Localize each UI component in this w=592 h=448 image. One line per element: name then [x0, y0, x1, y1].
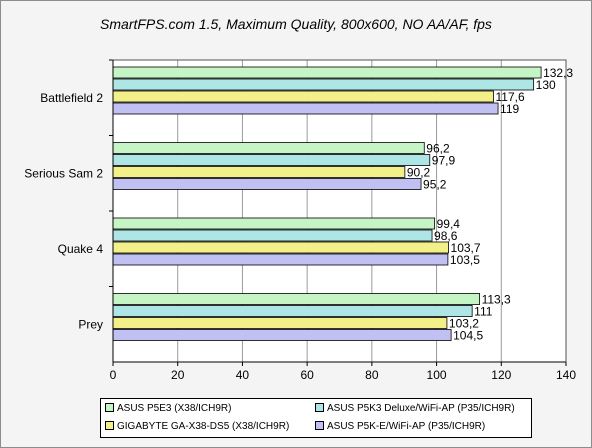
data-label: 99,4	[437, 217, 461, 231]
data-label: 104,5	[453, 329, 483, 343]
bar	[112, 154, 431, 166]
legend-label: ASUS P5K-E/WiFi-AP (P35/ICH9R)	[327, 421, 486, 432]
category-label: Quake 4	[58, 242, 104, 256]
bar	[112, 66, 542, 79]
legend-swatch	[105, 403, 114, 412]
bar	[112, 142, 425, 154]
data-label: 97,9	[432, 154, 456, 168]
category-label: Serious Sam 2	[24, 166, 103, 180]
bar	[112, 329, 452, 341]
data-label: 113,3	[482, 293, 511, 307]
bar	[112, 305, 473, 317]
legend-swatch	[315, 403, 324, 412]
category-label: Prey	[78, 317, 103, 331]
category-label: Battlefield 2	[40, 91, 103, 105]
chart-title: SmartFPS.com 1.5, Maximum Quality, 800x6…	[100, 16, 492, 32]
bar	[112, 317, 448, 329]
legend: ASUS P5E3 (X38/ICH9R) ASUS P5K3 Deluxe/W…	[100, 398, 532, 438]
data-label: 119	[500, 102, 519, 116]
bar	[112, 102, 499, 115]
axis-layer: 0 20 40 60 80 100 120 140 Battlefield 2 Serious S…	[24, 59, 576, 382]
data-label: 90,2	[407, 166, 431, 180]
x-tick-label: 60	[300, 368, 314, 382]
legend-item: ASUS P5K3 Deluxe/WiFi-AP (P35/ICH9R)	[315, 403, 515, 414]
x-tick-label: 80	[365, 368, 379, 382]
legend-swatch	[105, 421, 114, 430]
bar	[112, 241, 449, 254]
data-label: 96,2	[426, 142, 450, 156]
bars-layer	[112, 66, 542, 341]
x-tick-label: 0	[110, 368, 117, 382]
data-label: 117,6	[496, 90, 525, 104]
bar	[112, 166, 406, 178]
data-label: 111	[474, 305, 493, 319]
legend-label: GIGABYTE GA-X38-DS5 (X38/ICH9R)	[117, 421, 290, 432]
x-tick-label: 40	[236, 368, 250, 382]
bar	[112, 293, 481, 305]
x-tick-label: 120	[491, 368, 511, 382]
x-tick-label: 140	[556, 368, 576, 382]
data-label: 95,2	[423, 178, 447, 192]
bar	[112, 229, 433, 242]
data-label: 103,5	[450, 253, 480, 267]
bar	[112, 253, 449, 266]
legend-item: ASUS P5E3 (X38/ICH9R)	[105, 403, 232, 414]
data-label: 103,7	[451, 241, 481, 255]
legend-item: ASUS P5K-E/WiFi-AP (P35/ICH9R)	[315, 421, 485, 432]
data-labels-layer: 132,3130117,611996,297,990,295,299,498,6…	[407, 66, 574, 343]
legend-swatch	[315, 421, 324, 430]
bar	[112, 178, 422, 190]
legend-item: GIGABYTE GA-X38-DS5 (X38/ICH9R)	[105, 421, 289, 432]
data-label: 98,6	[434, 229, 458, 243]
bar	[112, 217, 436, 230]
data-label: 130	[536, 78, 556, 92]
bar	[112, 78, 535, 91]
legend-label: ASUS P5E3 (X38/ICH9R)	[117, 403, 232, 414]
x-tick-label: 20	[171, 368, 185, 382]
legend-label: ASUS P5K3 Deluxe/WiFi-AP (P35/ICH9R)	[327, 403, 515, 414]
x-tick-label: 100	[427, 368, 447, 382]
bar	[112, 90, 494, 103]
data-label: 103,2	[449, 317, 479, 331]
